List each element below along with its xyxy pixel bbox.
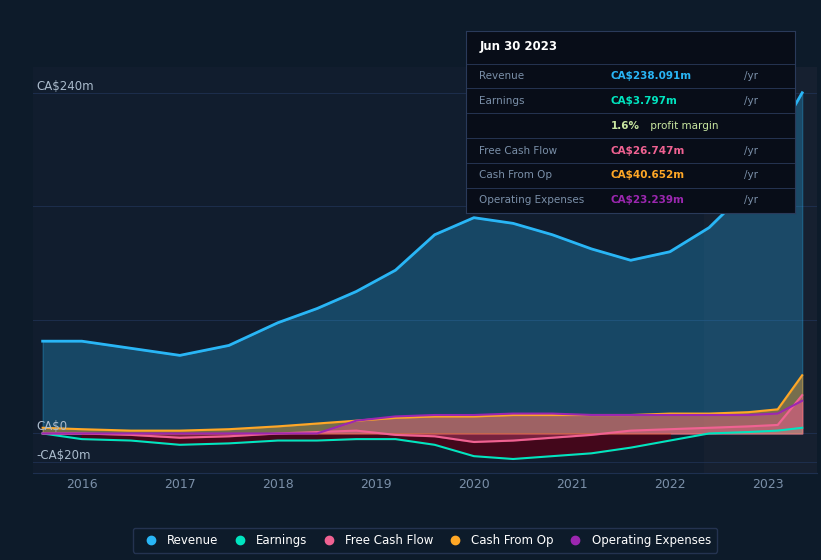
Bar <box>704 67 817 473</box>
Text: /yr: /yr <box>744 71 758 81</box>
Text: CA$26.747m: CA$26.747m <box>611 146 686 156</box>
Text: CA$40.652m: CA$40.652m <box>611 170 685 180</box>
Text: Operating Expenses: Operating Expenses <box>479 195 585 206</box>
Legend: Revenue, Earnings, Free Cash Flow, Cash From Op, Operating Expenses: Revenue, Earnings, Free Cash Flow, Cash … <box>133 528 717 553</box>
Text: Cash From Op: Cash From Op <box>479 170 553 180</box>
Text: CA$3.797m: CA$3.797m <box>611 96 677 106</box>
Text: Free Cash Flow: Free Cash Flow <box>479 146 557 156</box>
Text: CA$23.239m: CA$23.239m <box>611 195 685 206</box>
Text: CA$238.091m: CA$238.091m <box>611 71 692 81</box>
Text: Revenue: Revenue <box>479 71 525 81</box>
Text: CA$0: CA$0 <box>37 421 68 433</box>
Text: Jun 30 2023: Jun 30 2023 <box>479 40 557 53</box>
Text: CA$240m: CA$240m <box>37 80 94 93</box>
Text: /yr: /yr <box>744 96 758 106</box>
Text: /yr: /yr <box>744 170 758 180</box>
Text: -CA$20m: -CA$20m <box>37 449 91 462</box>
Text: profit margin: profit margin <box>647 121 718 130</box>
Text: Earnings: Earnings <box>479 96 525 106</box>
Text: /yr: /yr <box>744 195 758 206</box>
Text: /yr: /yr <box>744 146 758 156</box>
Text: 1.6%: 1.6% <box>611 121 640 130</box>
